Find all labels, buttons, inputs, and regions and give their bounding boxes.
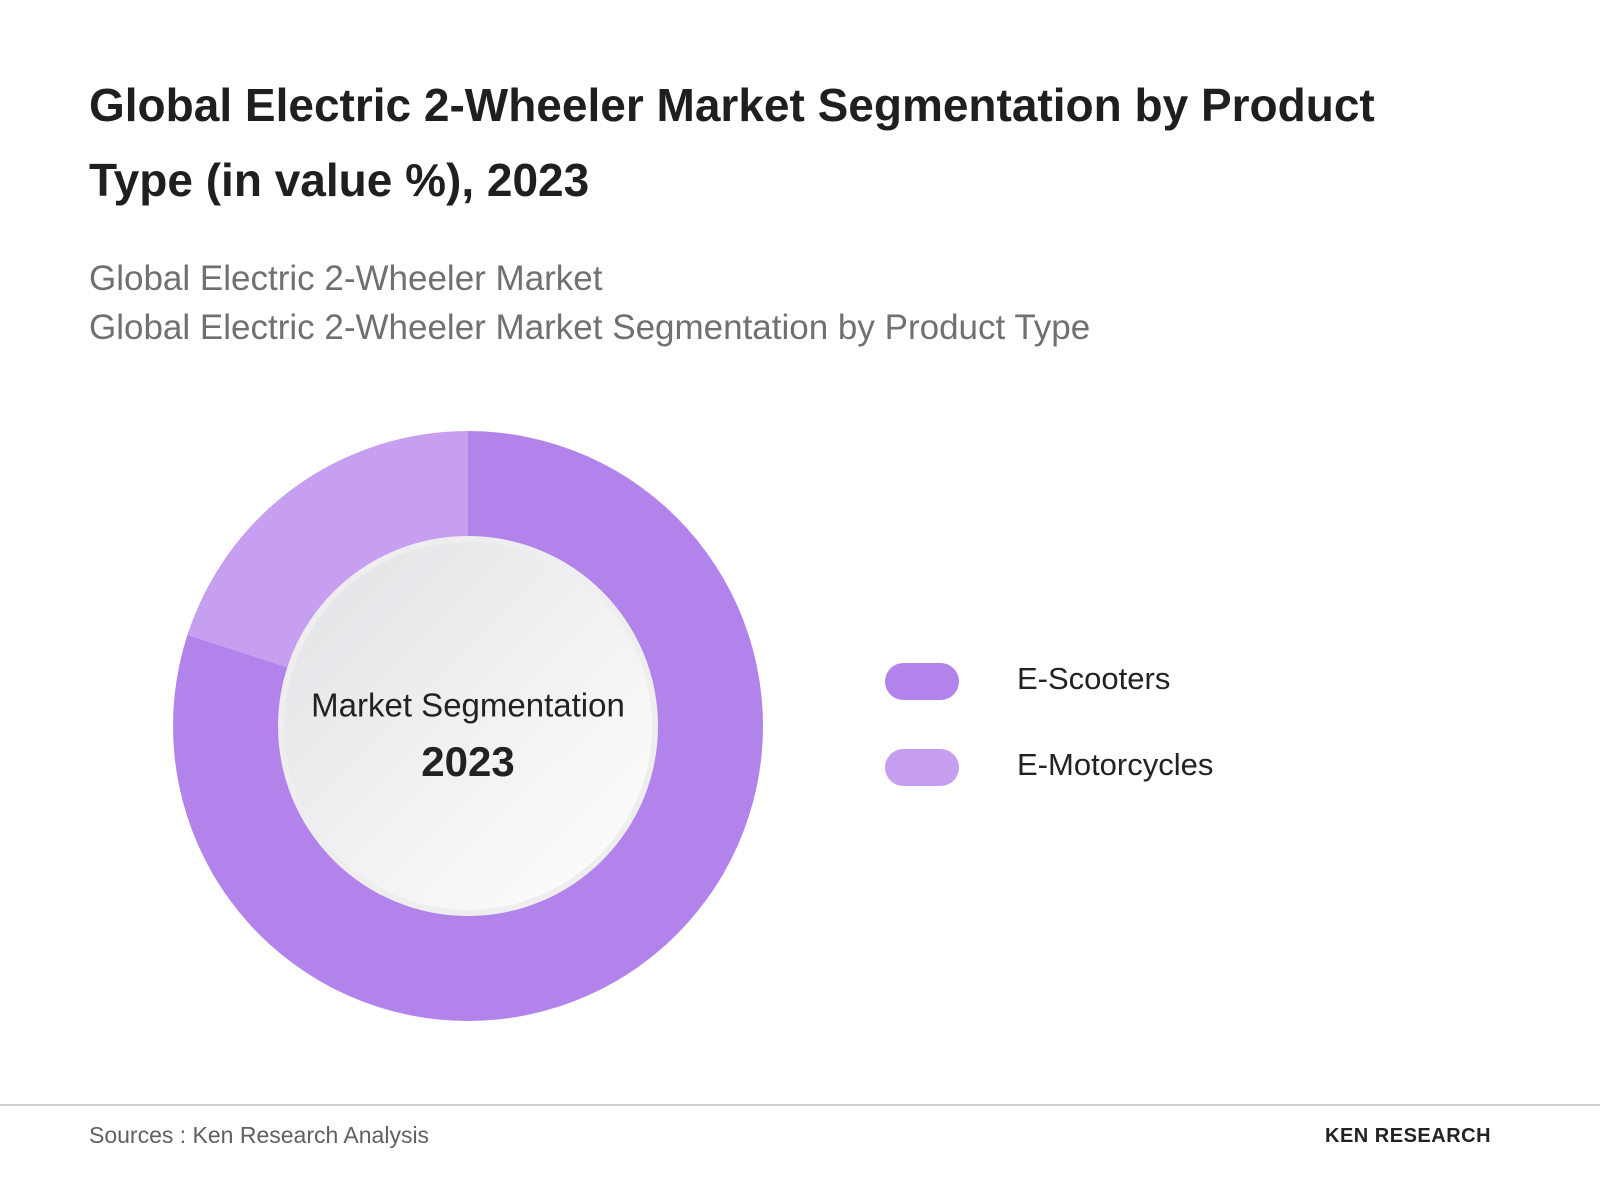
center-value: 2023 [421, 738, 514, 785]
legend: E-Scooters E-Motorcycles [885, 661, 1213, 786]
chart-title: Global Electric 2-Wheeler Market Segment… [89, 79, 1375, 206]
source: Sources : Ken Research Analysis [89, 1122, 430, 1148]
center-disc [284, 542, 652, 910]
legend-label: E-Motorcycles [1017, 747, 1213, 782]
legend-label: E-Scooters [1017, 661, 1170, 696]
legend-swatch [885, 663, 959, 700]
legend-swatch [885, 749, 959, 786]
donut-slice [172, 431, 763, 1021]
subtitle: Global Electric 2-Wheeler Market Segment… [89, 308, 1091, 347]
donut-slice [187, 431, 468, 680]
center-label: Market Segmentation [311, 687, 625, 724]
brand-logo: KEN RESEARCH [1325, 1125, 1492, 1147]
donut [172, 431, 763, 1021]
chart: Market Segmentation 2023 E-Scooters E-Mot… [172, 431, 1213, 1021]
subtitle: Global Electric 2-Wheeler Market [89, 259, 603, 298]
separator [0, 1104, 1600, 1106]
